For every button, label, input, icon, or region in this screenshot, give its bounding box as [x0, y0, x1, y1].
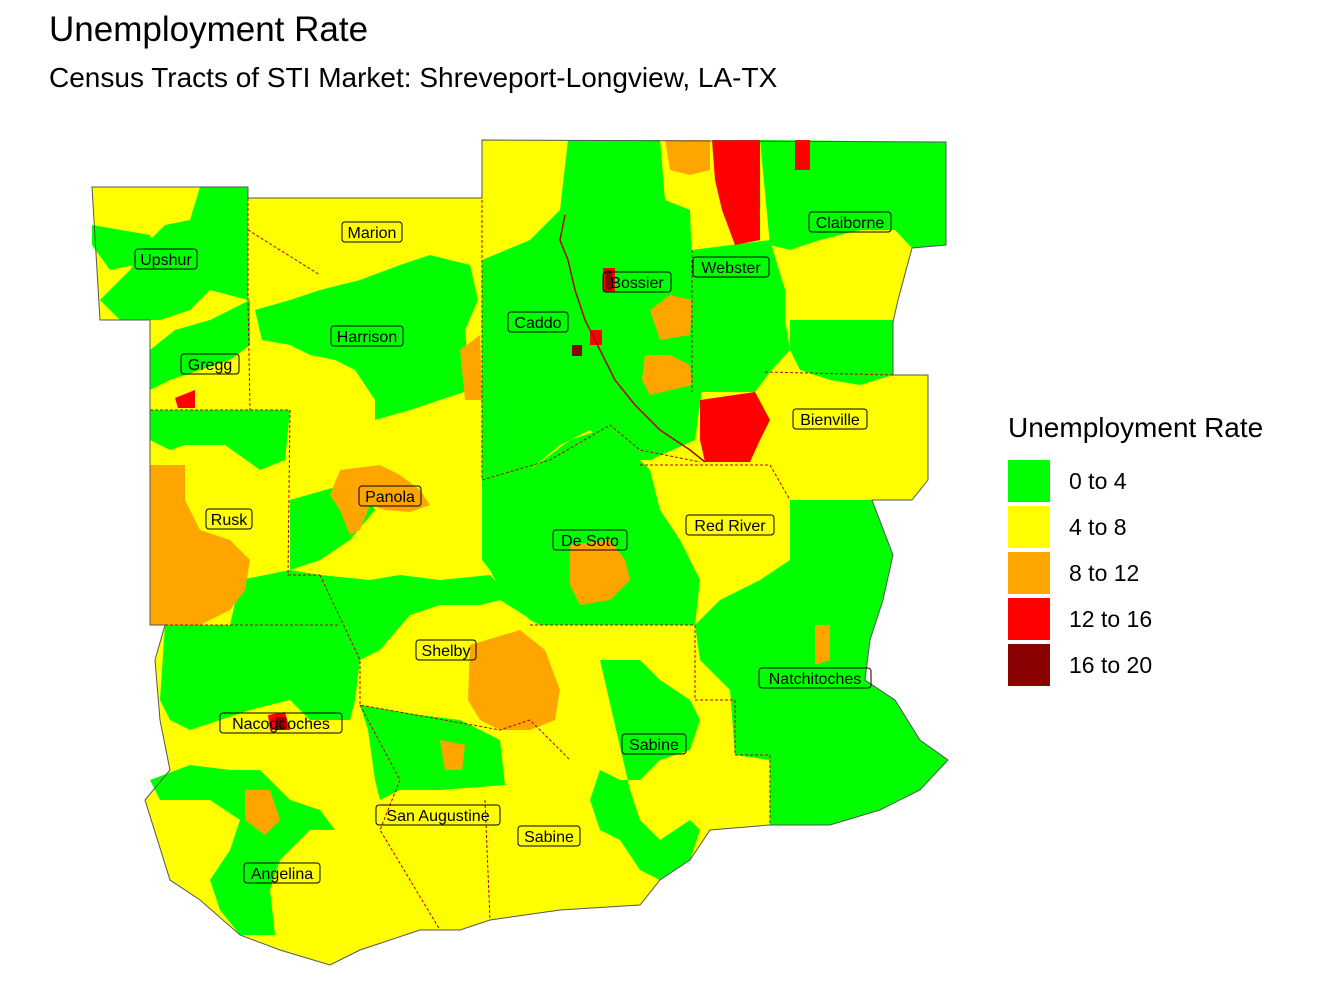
- legend-label: 12 to 16: [1069, 605, 1153, 632]
- county-label-sabine-tx: Sabine: [517, 825, 581, 847]
- legend-item: 8 to 12: [1008, 550, 1263, 596]
- legend-item: 12 to 16: [1008, 596, 1263, 642]
- legend-swatch: [1008, 460, 1050, 502]
- county-label-rusk: Rusk: [205, 508, 253, 530]
- county-boundaries: [150, 140, 894, 931]
- legend-label: 16 to 20: [1069, 651, 1153, 678]
- county-label-sabine-la: Sabine: [621, 733, 687, 755]
- map-title: Unemployment Rate: [49, 10, 369, 49]
- svg-text:Caddo: Caddo: [514, 315, 561, 332]
- svg-text:Shelby: Shelby: [422, 643, 471, 660]
- svg-text:Natchitoches: Natchitoches: [769, 671, 862, 688]
- legend-swatch: [1008, 644, 1050, 686]
- svg-text:De Soto: De Soto: [561, 533, 619, 550]
- county-label-harrison: Harrison: [330, 325, 404, 347]
- svg-text:Angelina: Angelina: [251, 866, 313, 883]
- region-outline: [91, 139, 949, 966]
- legend-label: 8 to 12: [1069, 559, 1140, 586]
- county-label-bienville: Bienville: [792, 408, 868, 430]
- legend-item: 16 to 20: [1008, 642, 1263, 688]
- county-label-angelina: Angelina: [243, 862, 321, 884]
- county-label-panola: Panola: [358, 485, 422, 507]
- county-label-de-soto: De Soto: [552, 529, 628, 551]
- svg-text:Panola: Panola: [365, 489, 415, 506]
- map-subtitle: Census Tracts of STI Market: Shreveport-…: [49, 62, 778, 93]
- county-label-nacogdoches: Nacogdoches: [219, 712, 343, 734]
- county-label-red-river: Red River: [685, 514, 775, 536]
- county-labels: Upshur Marion Harrison Gregg Rusk Panola…: [134, 211, 892, 884]
- svg-text:Harrison: Harrison: [337, 329, 397, 346]
- svg-text:Gregg: Gregg: [188, 357, 232, 374]
- svg-text:Sabine: Sabine: [524, 829, 574, 846]
- legend-item: 4 to 8: [1008, 504, 1263, 550]
- county-label-claiborne: Claiborne: [808, 211, 892, 233]
- county-label-gregg: Gregg: [180, 353, 240, 375]
- svg-text:Sabine: Sabine: [629, 737, 679, 754]
- county-label-webster: Webster: [692, 256, 770, 278]
- county-label-natchitoches: Natchitoches: [758, 667, 872, 689]
- county-label-san-augustine: San Augustine: [375, 804, 501, 826]
- legend-item: 0 to 4: [1008, 458, 1263, 504]
- svg-text:Bossier: Bossier: [610, 275, 664, 292]
- river-line: [559, 214, 706, 463]
- county-label-marion: Marion: [341, 221, 403, 243]
- tract-areas: [92, 140, 948, 965]
- county-label-upshur: Upshur: [134, 248, 198, 270]
- svg-text:San Augustine: San Augustine: [386, 808, 489, 825]
- svg-text:Marion: Marion: [348, 225, 397, 242]
- svg-text:Claiborne: Claiborne: [816, 215, 885, 232]
- legend-title: Unemployment Rate: [1008, 412, 1264, 443]
- svg-text:Bienville: Bienville: [800, 412, 860, 429]
- legend-swatch: [1008, 598, 1050, 640]
- county-label-caddo: Caddo: [507, 311, 569, 333]
- legend-label: 4 to 8: [1069, 513, 1127, 540]
- legend-swatch: [1008, 552, 1050, 594]
- county-label-bossier: Bossier: [602, 271, 672, 293]
- county-label-shelby: Shelby: [415, 639, 477, 661]
- legend: Unemployment Rate 0 to 4 4 to 8 8 to 12 …: [1008, 412, 1263, 688]
- svg-text:Upshur: Upshur: [140, 252, 192, 269]
- svg-text:Red River: Red River: [694, 518, 766, 535]
- svg-text:Nacogdoches: Nacogdoches: [232, 716, 330, 733]
- svg-text:Rusk: Rusk: [211, 512, 248, 529]
- legend-swatch: [1008, 506, 1050, 548]
- legend-label: 0 to 4: [1069, 467, 1127, 494]
- svg-text:Webster: Webster: [701, 260, 761, 277]
